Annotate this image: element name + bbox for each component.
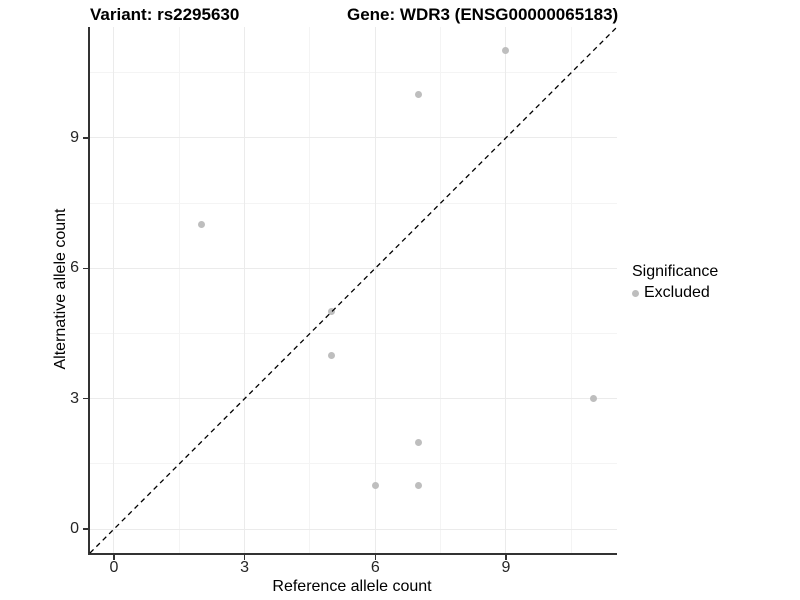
data-point <box>328 351 336 359</box>
gridline <box>90 72 617 74</box>
gridline <box>90 398 617 400</box>
legend-title: Significance <box>632 263 719 280</box>
x-tick-mark <box>374 555 377 560</box>
gridline <box>90 332 617 334</box>
gridline <box>90 137 617 139</box>
gridline <box>309 27 311 553</box>
x-tick-label: 0 <box>109 559 119 576</box>
gridline <box>90 202 617 204</box>
legend: Significance Excluded <box>632 263 718 302</box>
x-tick-mark <box>505 555 507 560</box>
data-point <box>328 308 336 316</box>
gridline <box>90 267 617 269</box>
data-point <box>589 395 597 403</box>
data-point <box>415 482 423 490</box>
y-axis-title: Alternative allele count <box>52 208 69 370</box>
data-point <box>197 221 205 229</box>
legend-entry-label: Excluded <box>644 284 710 301</box>
y-tick-mark <box>83 528 88 530</box>
data-point <box>415 90 423 98</box>
y-tick-label: 6 <box>70 259 79 277</box>
gridline <box>374 27 376 553</box>
y-tick-mark <box>83 267 88 269</box>
gridline <box>113 27 115 553</box>
y-tick-label: 3 <box>70 389 79 407</box>
data-point <box>502 47 510 55</box>
x-tick-mark <box>243 555 246 560</box>
data-point <box>371 482 379 490</box>
x-axis-title: Reference allele count <box>272 578 432 595</box>
y-tick-mark <box>83 137 88 139</box>
gridline <box>244 27 246 553</box>
gridline <box>440 27 442 553</box>
gridline <box>178 27 180 553</box>
gridline <box>90 528 617 530</box>
legend-entry: Excluded <box>632 284 718 302</box>
identity-line <box>89 26 618 554</box>
variant-title: Variant: rs2295630 <box>90 5 240 24</box>
gridline <box>570 27 572 553</box>
gridline <box>90 463 617 465</box>
legend-point-icon <box>632 289 639 297</box>
x-tick-label: 3 <box>240 559 250 576</box>
plot-panel <box>88 26 618 555</box>
gene-title: Gene: WDR3 (ENSG00000065183) <box>347 5 619 24</box>
x-tick-label: 6 <box>370 559 380 576</box>
data-point <box>415 438 423 446</box>
x-tick-label: 9 <box>501 559 511 576</box>
identity-dashed-line <box>89 26 618 554</box>
y-tick-label: 9 <box>70 128 79 146</box>
y-tick-label: 0 <box>70 520 79 538</box>
x-tick-mark <box>113 555 115 560</box>
y-tick-mark <box>83 397 88 400</box>
gridline <box>505 27 507 553</box>
